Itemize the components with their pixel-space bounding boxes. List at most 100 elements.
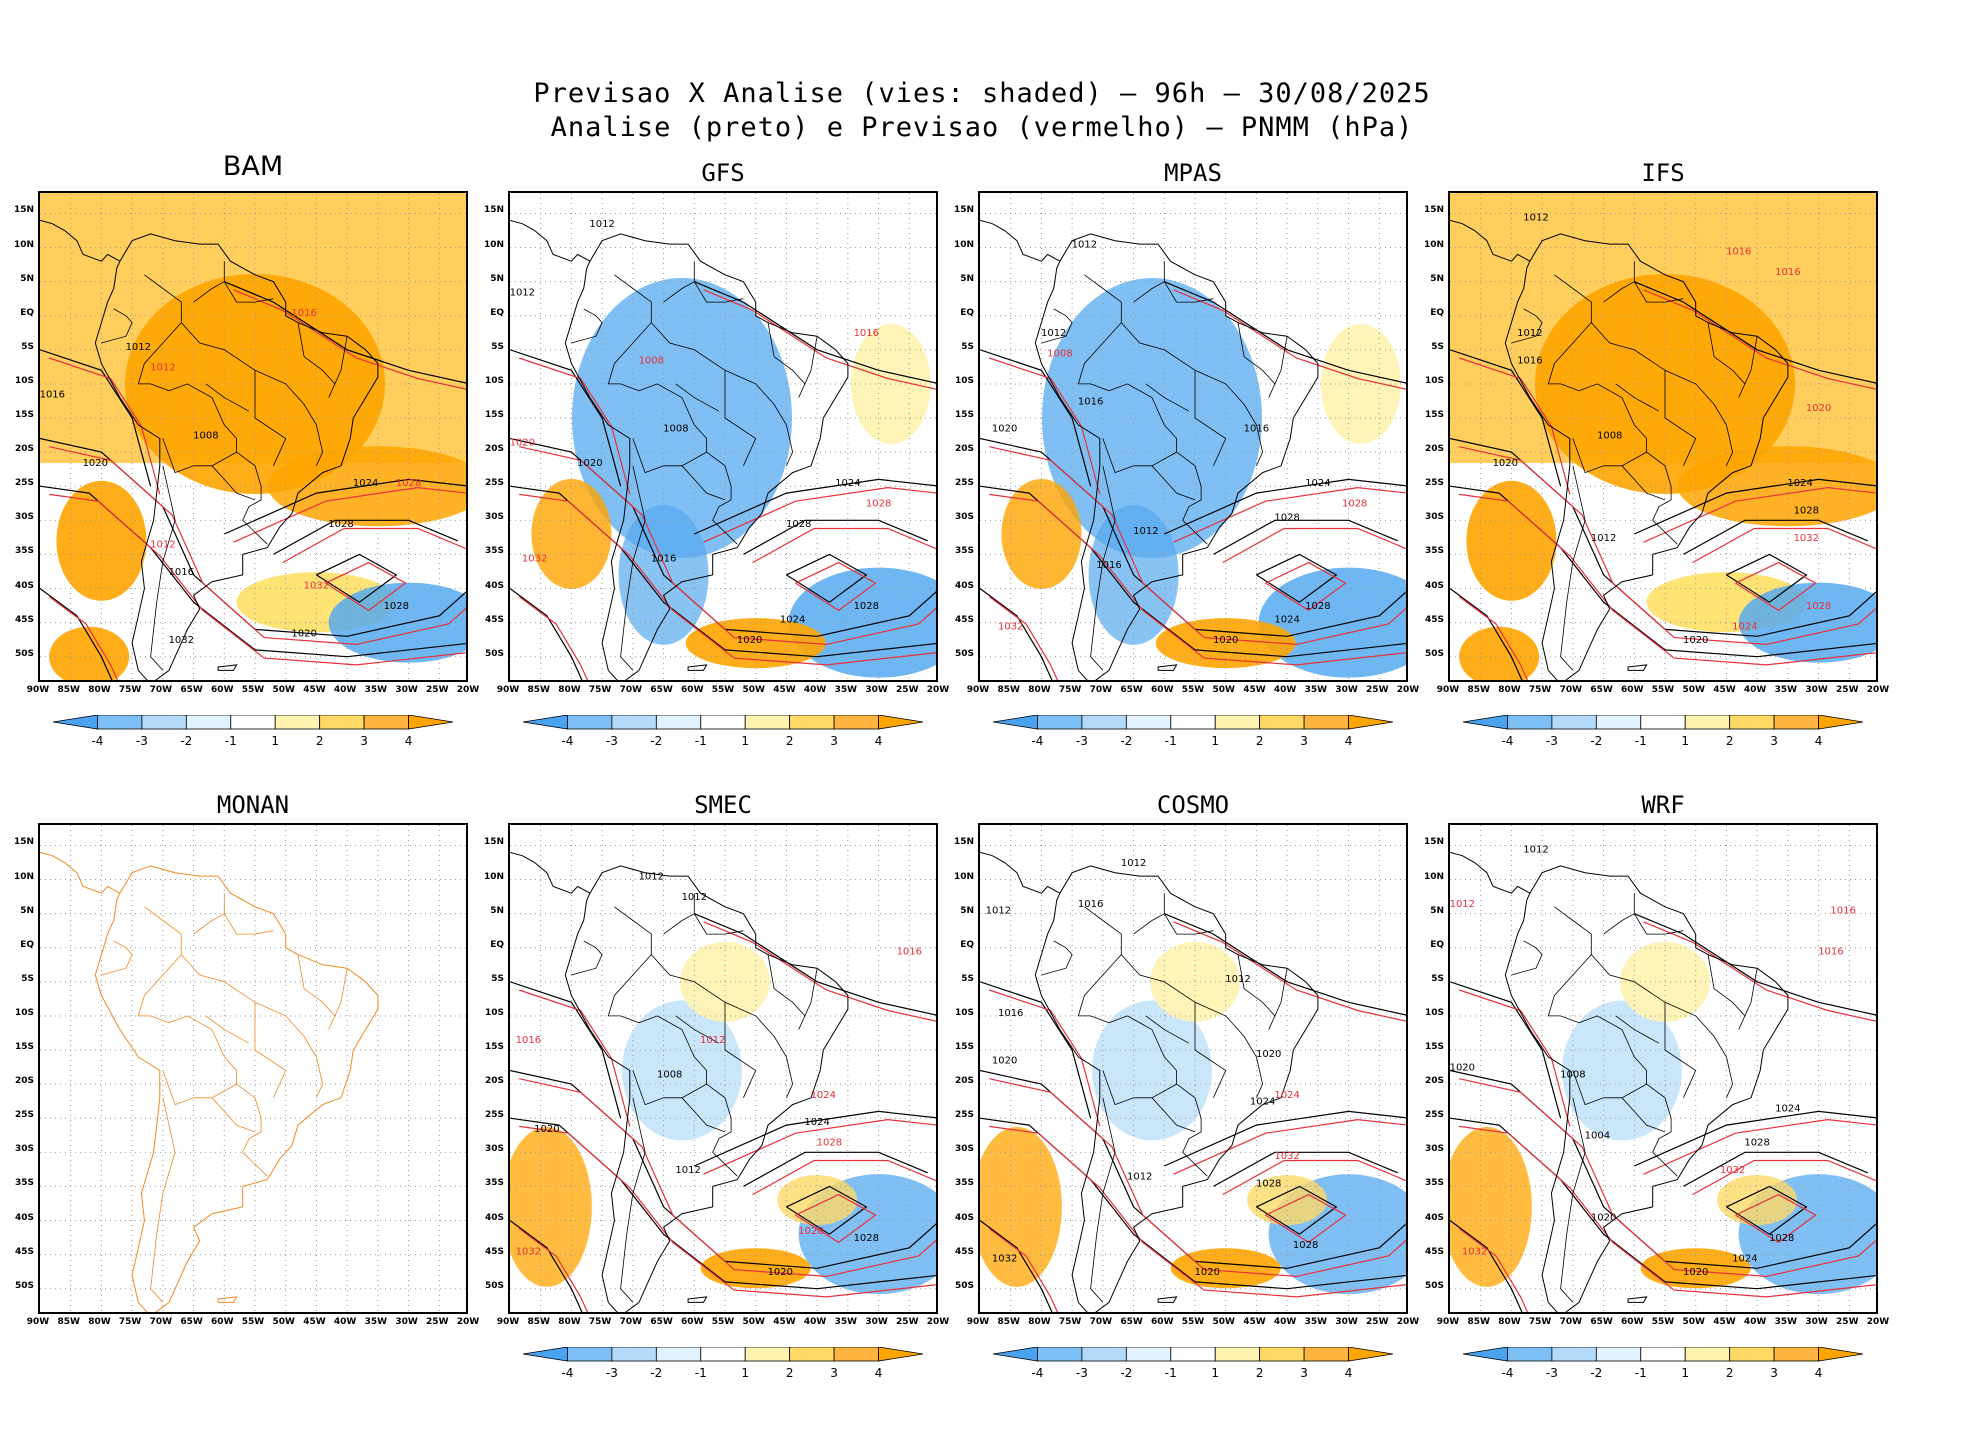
panel-title: SMEC: [694, 791, 752, 819]
country-border: [150, 1097, 176, 1303]
isobar-analysis: [743, 519, 928, 555]
country-border: [211, 465, 256, 501]
isobar-analysis: [1450, 349, 1562, 487]
forecast-contour-label: 1020: [510, 437, 535, 448]
colorbar-svg: -4 -3 -2 -1 1 2 3 4: [992, 714, 1394, 748]
lat-tick-label: 10N: [953, 239, 974, 250]
country-border: [607, 274, 652, 392]
country-border: [1268, 336, 1288, 398]
isobar-forecast: [49, 357, 161, 495]
lon-tick-label: 60W: [1621, 1317, 1644, 1327]
chart-title: Previsao X Analise (vies: shaded) – 96h …: [533, 78, 1431, 109]
colorbar-label: -2: [1120, 734, 1132, 748]
forecast-contour-label: 1016: [1818, 947, 1843, 958]
lat-tick-label: 25S: [954, 478, 974, 489]
lat-tick-label: 35S: [484, 1178, 504, 1189]
colorbar-arrow-right: [878, 1346, 924, 1362]
lon-tick-label: 50W: [1682, 1317, 1705, 1327]
forecast-contour-label: 1020: [1806, 403, 1831, 414]
lon-tick-label: 70W: [149, 1317, 173, 1327]
country-border: [1194, 1002, 1227, 1098]
colorbar-segment: [1170, 1346, 1216, 1362]
colorbar-segment: [274, 714, 321, 730]
country-border: [162, 1070, 237, 1106]
coast-central-america: [40, 219, 121, 262]
lat-tick-label: 5N: [490, 905, 504, 916]
lon-tick-label: 60W: [1621, 685, 1644, 695]
country-border: [620, 465, 646, 671]
colorbar-segment: [1507, 1346, 1553, 1362]
panel-title: BAM: [222, 151, 284, 182]
isobar-forecast: [1222, 1159, 1406, 1196]
analysis-contour-label: 1028: [854, 1233, 879, 1244]
lat-tick-label: 10N: [13, 871, 34, 882]
isobar-forecast: [795, 1193, 877, 1244]
colorbar-label: -4: [561, 734, 573, 748]
lon-tick-label: 65W: [1120, 685, 1143, 695]
map-svg: 1012 1012 1016 1016 1020 1008 1024 1028 1032 1004…: [1450, 825, 1876, 1312]
country-border: [767, 954, 806, 1017]
lon-tick-label: 40W: [1743, 1317, 1767, 1327]
isobar-analysis: [510, 1220, 583, 1312]
colorbar: -4 -3 -2 -1 1 2 3 4: [522, 714, 924, 755]
lat-tick-label: 10N: [483, 239, 504, 250]
lon-tick-label: 80W: [1028, 1317, 1051, 1327]
analysis-contour-label: 1020: [291, 628, 316, 639]
colorbar-svg: -4 -3 -2 -1 1 2 3 4: [1462, 1346, 1864, 1380]
falkland-islands: [1157, 1296, 1178, 1303]
lon-tick-label: 25W: [426, 685, 449, 695]
lat-tick-label: 15S: [1424, 1042, 1444, 1053]
country-border: [1133, 913, 1165, 935]
country-border: [675, 1015, 720, 1044]
lon-tick-label: 70W: [1559, 1317, 1583, 1327]
isobar-forecast: [518, 1228, 589, 1312]
lon-tick-label: 75W: [1058, 1317, 1082, 1327]
lat-tick-label: EQ: [20, 939, 34, 950]
country-border: [1664, 1002, 1697, 1098]
country-border: [1511, 940, 1543, 976]
analysis-contour-label: 1028: [1744, 1138, 1769, 1149]
analysis-contour-label: 1020: [1591, 1213, 1616, 1224]
colorbar-segment: [1125, 1346, 1172, 1362]
lon-tick-label: 45W: [1713, 685, 1736, 695]
colorbar-label: 4: [875, 734, 883, 748]
panel-title: GFS: [701, 159, 745, 187]
coast-central-america: [980, 219, 1061, 262]
isobar-forecast: [1458, 1228, 1529, 1312]
isobar-forecast: [989, 1125, 1406, 1298]
lat-tick-label: 20S: [954, 1076, 974, 1087]
country-border: [193, 913, 225, 935]
isobars: [1450, 281, 1876, 680]
map-svg: 1012 1012 1016 1016 1012 1008 1024 1024 1028 1020…: [510, 825, 936, 1312]
isobar-analysis: [1164, 1110, 1406, 1167]
falkland-islands: [1157, 664, 1178, 671]
colorbar-segment: [1773, 714, 1819, 730]
analysis-contour-label: 1012: [675, 1165, 700, 1176]
colorbar-segment: [1170, 714, 1216, 730]
map-svg: 1012 1016 1016 1012 1016 1020 1008 1020 1024 1028…: [1450, 193, 1876, 680]
lat-tick-label: 40S: [1424, 580, 1444, 591]
analysis-contour-label: 1012: [1127, 1172, 1152, 1183]
colorbar-segment: [1640, 714, 1686, 730]
country-border: [181, 954, 324, 1098]
colorbar-label: 2: [1256, 1366, 1264, 1380]
lon-tick-label: 90W: [966, 685, 990, 695]
isobar-forecast: [1459, 1125, 1876, 1298]
colorbar-segment: [700, 1346, 746, 1362]
analysis-contour-label: 1012: [1591, 533, 1616, 544]
lat-tick-label: 20S: [1424, 1076, 1444, 1087]
analysis-contour-label: 1020: [1195, 1267, 1220, 1278]
lat-tick-label: 30S: [954, 1144, 974, 1155]
analysis-contour-label: 1020: [737, 635, 762, 646]
colorbar-segment: [1214, 714, 1261, 730]
lon-tick-label: 85W: [527, 1317, 550, 1327]
lat-tick-label: 45S: [484, 614, 504, 625]
bias-shading: [980, 941, 1406, 1295]
analysis-contour-label: 1012: [986, 906, 1011, 917]
country-border: [1547, 906, 1592, 1024]
analysis-contour-label: 1028: [1274, 512, 1299, 523]
bias-blob-positive: [49, 626, 130, 680]
lat-tick-label: 50S: [1424, 648, 1444, 659]
panel-wrf: WRF 1012 1012 1016 1016 1020 1008 1024 1028 1032 1…: [1424, 789, 1889, 1380]
lat-tick-label: 15N: [953, 837, 974, 848]
